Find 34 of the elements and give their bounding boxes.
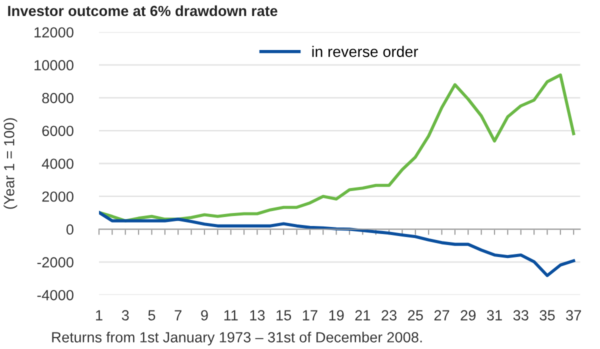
x-tick-label: 15 (276, 310, 292, 320)
x-tick-label: 11 (224, 310, 238, 320)
y-tick-label: 0 (66, 224, 74, 235)
x-tick-label: 31 (486, 310, 502, 320)
x-tick-label: 29 (460, 310, 476, 320)
y-tick-label: 4000 (42, 158, 74, 169)
y-tick-label: 10000 (34, 60, 74, 70)
x-tick-label: 25 (408, 310, 423, 320)
y-tick-label: 6000 (42, 126, 74, 136)
y-tick-label: 12000 (34, 27, 74, 38)
x-tick-label: 1 (96, 310, 102, 320)
x-tick-label: 35 (540, 310, 555, 320)
x-tick-label: 19 (329, 310, 344, 320)
y-tick-label: 2000 (42, 191, 74, 202)
line-series (99, 210, 576, 278)
x-tick-label: 13 (250, 310, 265, 320)
x-tick-label: 27 (434, 310, 450, 320)
x-tick-label: 9 (201, 310, 208, 320)
y-axis-title: (Year 1 = 100) (4, 118, 18, 209)
chart-title: Investor outcome at 6% drawdown rate (8, 5, 278, 16)
line-series (99, 73, 576, 222)
x-tick-label: 33 (513, 310, 528, 320)
text: Returns from 1st January 1973 – 31st of December 2008. (52, 332, 422, 346)
x-tick-label: 21 (355, 310, 370, 320)
y-tick-label: -4000 (37, 290, 74, 300)
y-tick-label: -2000 (37, 257, 74, 268)
x-tick-label: 3 (122, 310, 129, 320)
x-tick-label: 23 (382, 310, 397, 320)
x-tick-label: 7 (174, 310, 182, 320)
x-tick-label: 37 (566, 310, 581, 320)
y-tick-label: 8000 (42, 92, 74, 104)
x-tick-label: 5 (148, 310, 156, 320)
legend-label: in reverse order (312, 46, 418, 58)
x-tick-label: 17 (302, 310, 318, 320)
